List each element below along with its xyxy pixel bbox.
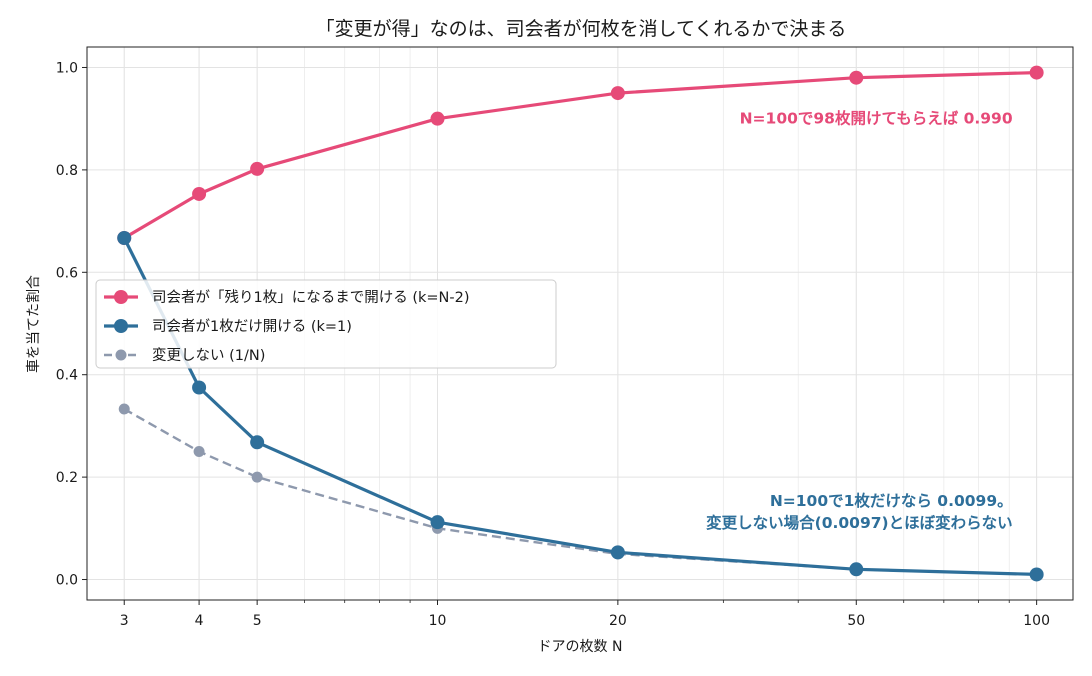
legend-swatch-marker <box>115 349 127 361</box>
series-0-point <box>1029 65 1044 80</box>
legend-label: 司会者が1枚だけ開ける (k=1) <box>152 318 352 335</box>
x-tick-label: 100 <box>1023 613 1050 629</box>
y-tick-label: 0.2 <box>56 470 78 486</box>
y-axis-label: 車を当てた割合 <box>25 275 42 373</box>
y-tick-label: 0.0 <box>56 573 78 589</box>
annotation-text: N=100で98枚開けてもらえば 0.990 <box>740 109 1013 128</box>
legend-label: 司会者が「残り1枚」になるまで開ける (k=N-2) <box>152 289 470 306</box>
x-tick-label: 3 <box>120 613 129 629</box>
series-1-point <box>250 435 265 450</box>
series-1-point <box>849 562 864 577</box>
y-tick-label: 0.4 <box>56 368 78 384</box>
series-2-point <box>193 446 205 458</box>
series-0-point <box>610 86 625 101</box>
x-tick-label: 4 <box>195 613 204 629</box>
series-1-point <box>430 515 445 530</box>
legend: 司会者が「残り1枚」になるまで開ける (k=N-2) 司会者が1枚だけ開ける (k… <box>95 279 557 369</box>
y-tick-label: 1.0 <box>56 60 78 76</box>
series-0-point <box>849 70 864 85</box>
series-0-point <box>192 186 207 201</box>
y-tick-label: 0.6 <box>56 265 78 281</box>
series-0-point <box>250 161 265 176</box>
series-2-point <box>118 403 130 415</box>
plot-area <box>86 46 1074 601</box>
axis-ticks: 3 4 5 10 20 50 100 0.0 0.2 0.4 0.6 0.8 1.0 <box>56 60 1050 629</box>
series-1-point <box>610 545 625 560</box>
y-tick-label: 0.8 <box>56 163 78 179</box>
x-tick-label: 20 <box>609 613 627 629</box>
series-2-point <box>251 471 263 483</box>
legend-label: 変更しない (1/N) <box>152 347 265 364</box>
series-1-point <box>1029 567 1044 582</box>
series-0-point <box>430 111 445 126</box>
legend-box <box>95 279 557 369</box>
legend-swatch-marker <box>114 290 128 304</box>
legend-swatch-marker <box>114 319 128 333</box>
x-tick-label: 5 <box>253 613 262 629</box>
annotation-text: 変更しない場合(0.0097)とほぼ変わらない <box>706 513 1012 532</box>
x-tick-label: 10 <box>429 613 447 629</box>
series <box>117 65 1044 582</box>
annotations: N=100で98枚開けてもらえば 0.990 N=100で1枚だけなら 0.009… <box>706 109 1013 533</box>
annotation-text: N=100で1枚だけなら 0.0099。 <box>770 491 1013 510</box>
chart-title: 「変更が得」なのは、司会者が何枚を消してくれるかで決まる <box>316 18 847 40</box>
series-line-0 <box>123 71 1037 240</box>
series-1-point <box>192 380 207 395</box>
x-tick-label: 50 <box>847 613 865 629</box>
series-1-point <box>117 230 132 245</box>
x-axis-label: ドアの枚数 N <box>538 639 623 655</box>
